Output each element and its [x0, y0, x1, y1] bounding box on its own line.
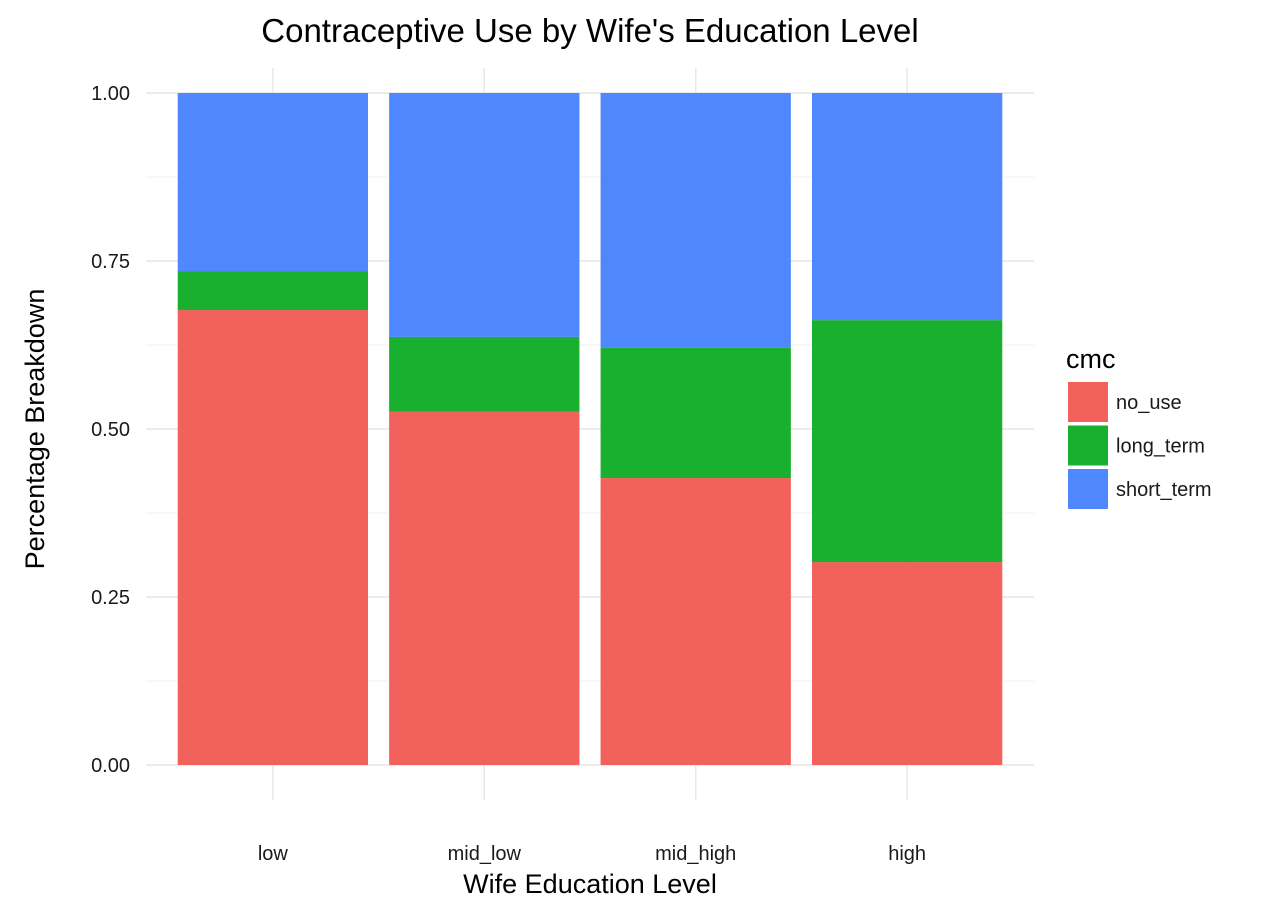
legend-key-long_term — [1068, 425, 1108, 466]
bar-high-long_term — [812, 320, 1003, 563]
legend-key-short_term — [1068, 469, 1108, 509]
x-tick-label-low: low — [258, 843, 289, 865]
x-axis-ticks: low mid_low mid_high high — [258, 843, 926, 865]
x-tick-label-mid_high: mid_high — [655, 843, 736, 865]
bar-mid_low-no_use — [389, 411, 580, 765]
x-axis-title: Wife Education Level — [463, 869, 717, 899]
legend-key-no_use — [1068, 382, 1108, 422]
y-tick-label: 1.00 — [91, 83, 130, 105]
x-tick-label-high: high — [888, 843, 926, 865]
legend-label-no_use: no_use — [1116, 392, 1182, 414]
bars — [177, 93, 1003, 765]
y-tick-label: 0.00 — [91, 755, 130, 777]
y-axis-ticks: 0.00 0.25 0.50 0.75 1.00 — [91, 83, 130, 777]
bar-mid_high-long_term — [600, 347, 791, 479]
chart-title: Contraceptive Use by Wife's Education Le… — [261, 12, 918, 49]
bar-mid_high-no_use — [600, 478, 791, 765]
x-tick-label-mid_low: mid_low — [448, 843, 522, 865]
bar-low-long_term — [177, 271, 368, 311]
bar-high-short_term — [812, 93, 1003, 321]
y-tick-label: 0.25 — [91, 587, 130, 609]
bar-mid_high-short_term — [600, 93, 791, 348]
y-tick-label: 0.75 — [91, 251, 130, 273]
bar-low-no_use — [177, 310, 368, 765]
bar-high-no_use — [812, 562, 1003, 765]
bar-mid_low-long_term — [389, 336, 580, 412]
bar-mid_low-short_term — [389, 93, 580, 337]
legend: cmc no_use long_term short_term — [1066, 344, 1212, 509]
y-tick-label: 0.50 — [91, 419, 130, 441]
y-axis-title: Percentage Breakdown — [20, 289, 50, 570]
legend-title: cmc — [1066, 344, 1116, 374]
legend-label-long_term: long_term — [1116, 436, 1205, 458]
legend-label-short_term: short_term — [1116, 479, 1212, 501]
bar-low-short_term — [177, 93, 368, 272]
